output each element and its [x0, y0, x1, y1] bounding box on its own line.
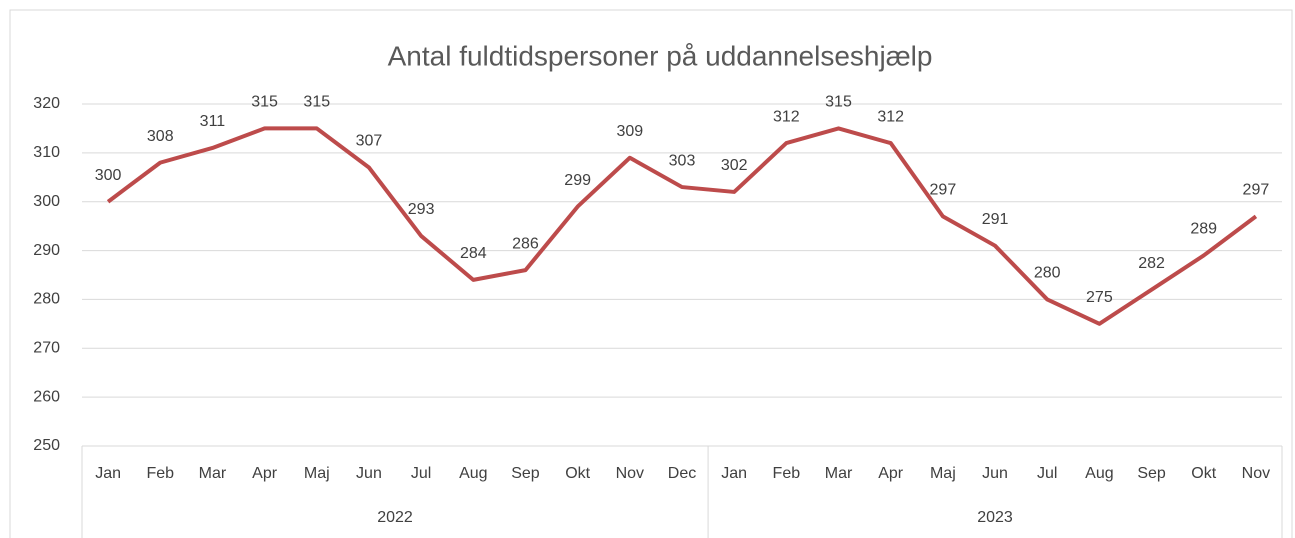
x-tick-label: Feb	[773, 465, 801, 482]
data-label: 315	[825, 94, 852, 111]
data-label: 291	[982, 211, 1009, 228]
x-tick-label: Okt	[1191, 465, 1216, 482]
data-label: 303	[669, 152, 696, 169]
x-tick-label: Jan	[721, 465, 747, 482]
y-tick-label: 290	[33, 242, 60, 259]
data-label: 299	[564, 172, 591, 189]
chart-title: Antal fuldtidspersoner på uddannelseshjæ…	[388, 40, 933, 71]
y-tick-label: 270	[33, 340, 60, 357]
x-tick-label: Okt	[565, 465, 590, 482]
x-tick-label: Jul	[1037, 465, 1057, 482]
x-tick-label: Maj	[930, 465, 956, 482]
x-tick-label: Feb	[146, 465, 174, 482]
y-tick-label: 250	[33, 437, 60, 454]
data-label: 315	[303, 94, 330, 111]
data-label: 289	[1190, 221, 1217, 238]
data-label: 308	[147, 128, 174, 145]
x-tick-label: Jun	[982, 465, 1008, 482]
x-tick-label: Nov	[616, 465, 644, 482]
data-label: 309	[616, 123, 643, 140]
data-label: 302	[721, 157, 748, 174]
data-label: 284	[460, 245, 487, 262]
data-label: 275	[1086, 289, 1113, 306]
data-label: 315	[251, 94, 278, 111]
data-label: 280	[1034, 265, 1061, 282]
data-label: 312	[877, 108, 904, 125]
y-tick-label: 300	[33, 193, 60, 210]
data-label: 307	[356, 133, 383, 150]
y-tick-label: 280	[33, 291, 60, 308]
x-tick-label: Apr	[252, 465, 278, 482]
y-tick-label: 310	[33, 144, 60, 161]
x-tick-label: Jun	[356, 465, 382, 482]
data-label: 297	[930, 182, 957, 199]
data-label: 286	[512, 235, 539, 252]
data-label: 311	[200, 113, 226, 130]
x-tick-label: Jul	[411, 465, 431, 482]
x-tick-label: Sep	[511, 465, 540, 482]
data-label: 293	[408, 201, 435, 218]
x-tick-label: Dec	[668, 465, 696, 482]
x-tick-label: Mar	[199, 465, 227, 482]
data-label: 300	[95, 167, 122, 184]
data-label: 312	[773, 108, 800, 125]
x-tick-label: Maj	[304, 465, 330, 482]
x-tick-label: Jan	[95, 465, 121, 482]
x-group-label: 2023	[977, 509, 1013, 526]
x-group-label: 2022	[377, 509, 413, 526]
chart-border	[9, 9, 1293, 538]
x-tick-label: Aug	[459, 465, 487, 482]
y-tick-label: 260	[33, 388, 60, 405]
x-tick-label: Apr	[878, 465, 904, 482]
x-tick-label: Aug	[1085, 465, 1113, 482]
x-tick-label: Sep	[1137, 465, 1166, 482]
x-tick-label: Nov	[1242, 465, 1270, 482]
data-label: 282	[1138, 255, 1165, 272]
data-line	[106, 126, 1258, 326]
data-label: 297	[1243, 182, 1270, 199]
y-tick-label: 320	[33, 95, 60, 112]
x-tick-label: Mar	[825, 465, 853, 482]
